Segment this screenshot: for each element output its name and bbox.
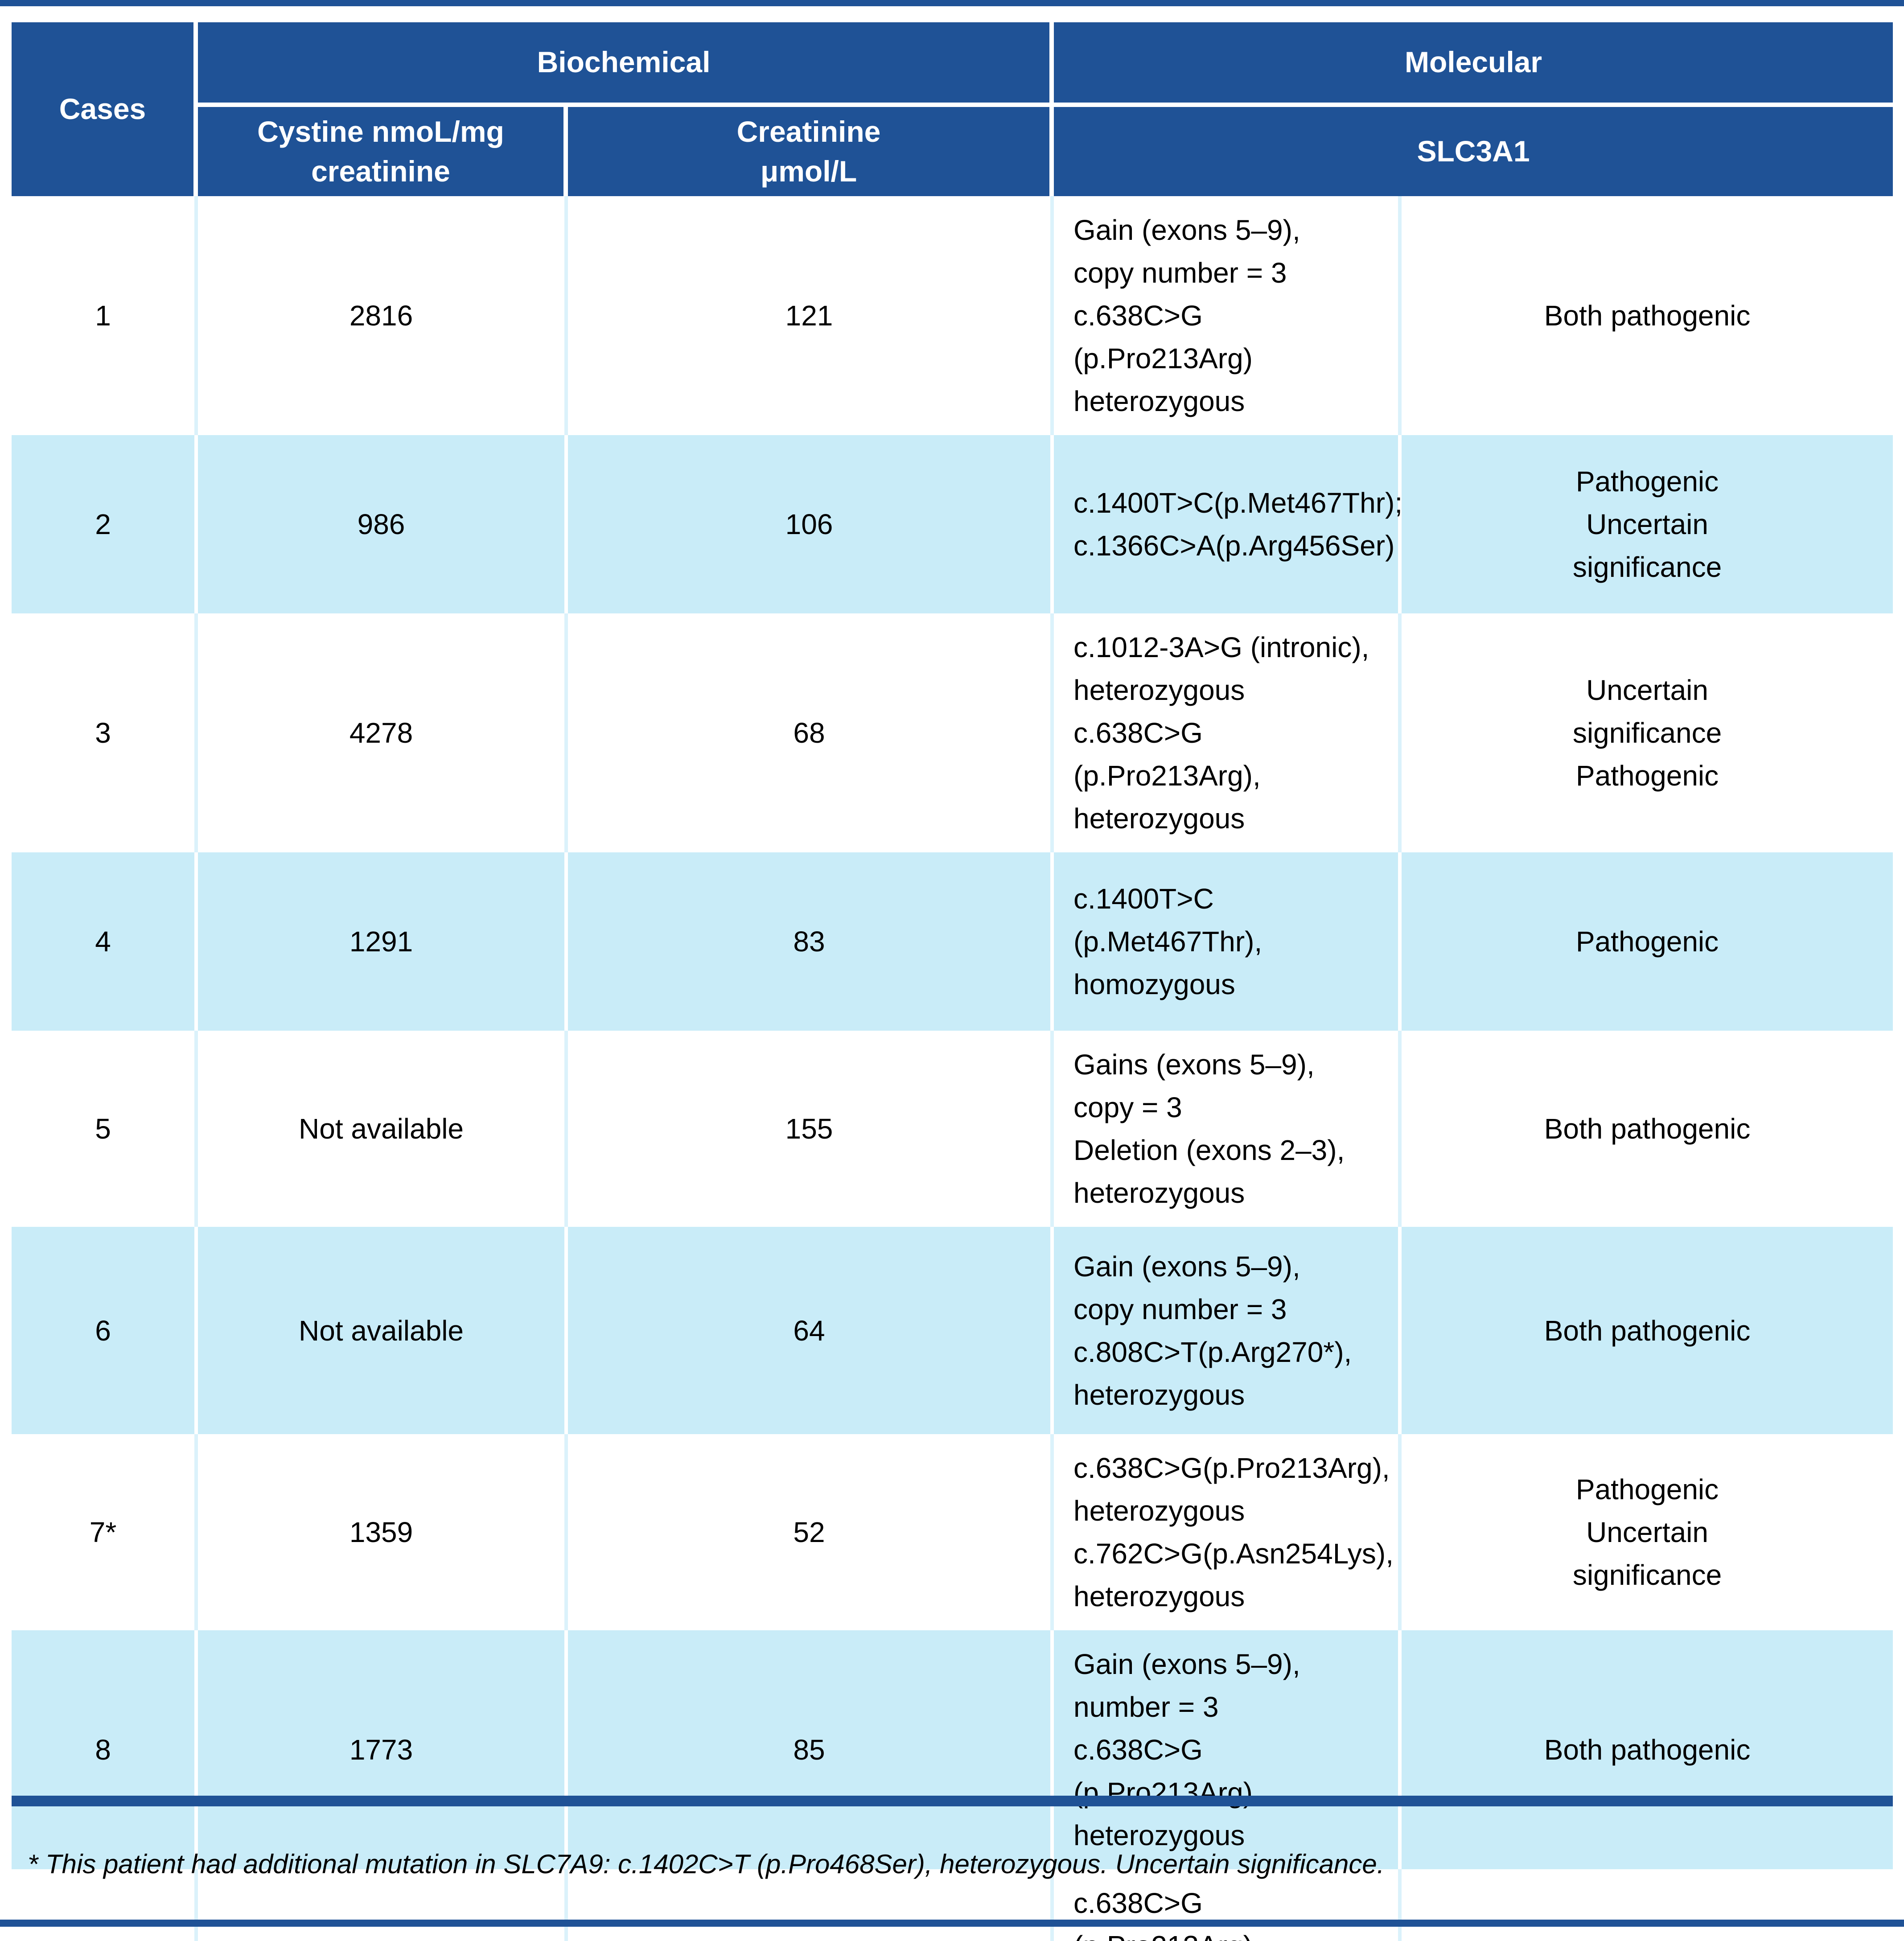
cystine-value-cell: 986 [198, 435, 568, 613]
cystine-value-cell: 1359 [198, 1434, 568, 1630]
table-bottom-rule [12, 1796, 1893, 1806]
header-molecular: Molecular [1054, 22, 1893, 107]
header-biochemical: Biochemical [198, 22, 1054, 107]
creatinine-value-cell: 64 [568, 1227, 1054, 1434]
table-row: 3 4278 68 c.1012-3A>G (intronic), hetero… [12, 613, 1893, 852]
table-row: 1 2816 121 Gain (exons 5–9), copy number… [12, 196, 1893, 435]
cystine-value-cell: “Very high” [198, 1869, 568, 1941]
slc3a1-mutation-cell: Gain (exons 5–9), number = 3 c.638C>G (p… [1054, 1630, 1402, 1869]
slc3a1-significance-cell: Both pathogenic [1402, 1630, 1893, 1869]
slc3a1-significance-cell: Pathogenic Uncertain significance [1402, 1869, 1893, 1941]
footnote: * This patient had additional mutation i… [28, 1849, 1385, 1879]
table-row: 9 “Very high” 25 c.638C>G (p.Pro213Arg),… [12, 1869, 1893, 1941]
top-rule [0, 0, 1904, 6]
case-number-cell: 5 [12, 1031, 198, 1227]
case-number-cell: 3 [12, 613, 198, 852]
creatinine-value-cell: 106 [568, 435, 1054, 613]
creatinine-value-cell: 83 [568, 852, 1054, 1031]
bottom-rule [0, 1920, 1904, 1927]
slc3a1-significance-cell: Both pathogenic [1402, 1031, 1893, 1227]
table-row: 4 1291 83 c.1400T>C (p.Met467Thr), homoz… [12, 852, 1893, 1031]
table-header: Cases Biochemical Molecular Cystine nmoL… [12, 22, 1893, 196]
table-row: 7* 1359 52 c.638C>G(p.Pro213Arg), hetero… [12, 1434, 1893, 1630]
cases-table: Cases Biochemical Molecular Cystine nmoL… [12, 22, 1893, 1941]
cystine-value-cell: 4278 [198, 613, 568, 852]
table-row: 2 986 106 c.1400T>C(p.Met467Thr); c.1366… [12, 435, 1893, 613]
case-number-cell: 8 [12, 1630, 198, 1869]
slc3a1-mutation-cell: Gain (exons 5–9), copy number = 3 c.638C… [1054, 196, 1402, 435]
table-row: 6 Not available 64 Gain (exons 5–9), cop… [12, 1227, 1893, 1434]
slc3a1-mutation-cell: c.1400T>C(p.Met467Thr); c.1366C>A(p.Arg4… [1054, 435, 1402, 613]
cystine-value-cell: 2816 [198, 196, 568, 435]
slc3a1-significance-cell: Pathogenic Uncertain significance [1402, 1434, 1893, 1630]
creatinine-value-cell: 52 [568, 1434, 1054, 1630]
slc3a1-significance-cell: Pathogenic [1402, 852, 1893, 1031]
table-row: 8 1773 85 Gain (exons 5–9), number = 3 c… [12, 1630, 1893, 1869]
cystine-value-cell: 1773 [198, 1630, 568, 1869]
slc3a1-significance-cell: Pathogenic Uncertain significance [1402, 435, 1893, 613]
case-number-cell: 4 [12, 852, 198, 1031]
table-body: 1 2816 121 Gain (exons 5–9), copy number… [12, 196, 1893, 1941]
creatinine-value-cell: 155 [568, 1031, 1054, 1227]
creatinine-value-cell: 121 [568, 196, 1054, 435]
cystine-value-cell: 1291 [198, 852, 568, 1031]
slc3a1-mutation-cell: c.1400T>C (p.Met467Thr), homozygous [1054, 852, 1402, 1031]
cystine-value-cell: Not available [198, 1227, 568, 1434]
slc3a1-significance-cell: Uncertain significance Pathogenic [1402, 613, 1893, 852]
case-number-cell: 7* [12, 1434, 198, 1630]
slc3a1-mutation-cell: c.1012-3A>G (intronic), heterozygous c.6… [1054, 613, 1402, 852]
slc3a1-significance-cell: Both pathogenic [1402, 196, 1893, 435]
case-number-cell: 6 [12, 1227, 198, 1434]
slc3a1-mutation-cell: c.638C>G (p.Pro213Arg), heterozygous c.1… [1054, 1869, 1402, 1941]
case-number-cell: 2 [12, 435, 198, 613]
header-cases: Cases [12, 22, 198, 196]
slc3a1-mutation-cell: Gain (exons 5–9), copy number = 3 c.808C… [1054, 1227, 1402, 1434]
creatinine-value-cell: 85 [568, 1630, 1054, 1869]
header-row-columns: Cystine nmoL/mg creatinine Creatinine μm… [12, 107, 1893, 196]
creatinine-value-cell: 68 [568, 613, 1054, 852]
creatinine-value-cell: 25 [568, 1869, 1054, 1941]
table-row: 5 Not available 155 Gains (exons 5–9), c… [12, 1031, 1893, 1227]
slc3a1-mutation-cell: Gains (exons 5–9), copy = 3 Deletion (ex… [1054, 1031, 1402, 1227]
case-number-cell: 9 [12, 1869, 198, 1941]
slc3a1-significance-cell: Both pathogenic [1402, 1227, 1893, 1434]
case-number-cell: 1 [12, 196, 198, 435]
header-slc3a1: SLC3A1 [1054, 107, 1893, 196]
header-creatinine: Creatinine μmol/L [568, 107, 1054, 196]
slc3a1-mutation-cell: c.638C>G(p.Pro213Arg), heterozygous c.76… [1054, 1434, 1402, 1630]
header-row-groups: Cases Biochemical Molecular [12, 22, 1893, 196]
cystine-value-cell: Not available [198, 1031, 568, 1227]
header-cystine: Cystine nmoL/mg creatinine [198, 107, 568, 196]
